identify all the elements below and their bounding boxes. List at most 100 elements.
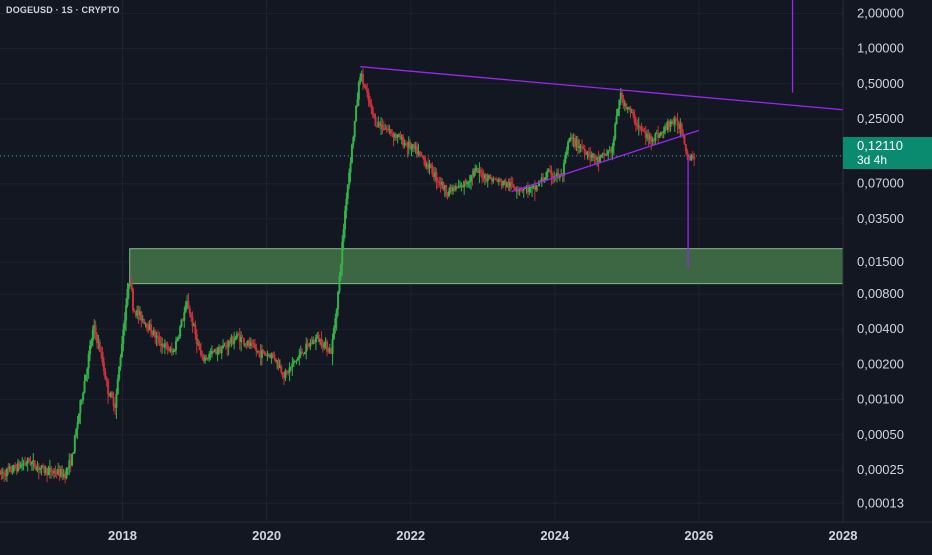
candle-body — [525, 186, 528, 188]
candle-body — [571, 137, 574, 140]
candle-body — [421, 155, 424, 158]
candle-body — [575, 139, 578, 147]
y-tick-label: 0,00400 — [857, 321, 904, 336]
candle-body — [95, 333, 98, 343]
candle-body — [479, 169, 482, 173]
candle-body — [79, 400, 82, 414]
candle-body — [398, 134, 401, 136]
candle-body — [402, 136, 405, 146]
candle-body — [593, 153, 596, 159]
candle-body — [229, 341, 232, 344]
candle-body — [684, 144, 687, 152]
candle-body — [611, 146, 614, 153]
candle-body — [355, 105, 358, 121]
candle-body — [332, 328, 335, 340]
candle-body — [478, 169, 481, 173]
candle-body — [126, 289, 129, 306]
candle-body — [472, 170, 475, 177]
candle-body — [242, 338, 245, 345]
candle-body — [306, 343, 309, 345]
candle-body — [671, 121, 674, 123]
candle-body — [431, 165, 434, 174]
candle-body — [366, 89, 369, 93]
candle-body — [55, 473, 58, 475]
candle-body — [190, 313, 193, 318]
candle-body — [41, 465, 44, 467]
candle-body — [488, 175, 491, 179]
candle-body — [119, 357, 122, 367]
candle-body — [192, 324, 195, 327]
candle-body — [222, 345, 225, 349]
candle-body — [19, 464, 22, 468]
candle-body — [287, 370, 290, 373]
candle-body — [542, 177, 545, 181]
candle-body — [676, 119, 679, 127]
candle-body — [373, 114, 376, 118]
candle-body — [461, 184, 464, 188]
support-zone — [129, 248, 844, 285]
candle-body — [442, 181, 445, 190]
candle-body — [549, 170, 552, 172]
candle-body — [364, 86, 367, 90]
candle-body — [460, 184, 463, 187]
candle-body — [320, 338, 323, 347]
candle-body — [669, 122, 672, 127]
candle-body — [240, 337, 243, 343]
candle-body — [244, 344, 247, 346]
candle-body — [159, 343, 162, 346]
last-price-tag: 0,12110 3d 4h — [843, 137, 932, 169]
candle-body — [118, 366, 121, 379]
candle-body — [281, 372, 284, 377]
candle-body — [417, 151, 420, 155]
candle-body — [148, 324, 151, 331]
candle-body — [572, 137, 575, 140]
candle-body — [263, 351, 266, 355]
candle-body — [531, 186, 534, 188]
candle-body — [144, 323, 147, 325]
symbol-title: DOGEUSD · 1S · CRYPTO — [6, 5, 120, 15]
candle-body — [506, 182, 509, 187]
candle-body — [166, 344, 169, 350]
candle-body — [399, 134, 402, 140]
candle-body — [26, 458, 29, 464]
candle-body — [123, 320, 126, 330]
candle-body — [592, 153, 595, 155]
x-tick-label: 2026 — [684, 528, 713, 543]
candle-body — [657, 132, 660, 138]
candle-body — [435, 172, 438, 181]
candle-body — [136, 309, 139, 316]
candle-body — [86, 368, 89, 375]
candle-body — [672, 121, 675, 125]
candle-body — [475, 168, 478, 170]
candle-body — [673, 118, 676, 125]
candle-body — [501, 184, 504, 186]
candle-body — [513, 186, 516, 189]
candle-body — [654, 133, 657, 141]
candle-body — [621, 93, 624, 99]
candle-body — [468, 181, 471, 183]
candle-body — [317, 334, 320, 342]
candle-body — [579, 146, 582, 148]
candle-body — [260, 350, 263, 358]
candle-body — [323, 343, 326, 348]
candle-body — [133, 310, 136, 312]
candle-body — [32, 460, 35, 462]
candle-body — [134, 311, 137, 316]
candle-body — [420, 151, 423, 156]
candle-body — [362, 73, 365, 84]
candle-body — [457, 187, 460, 189]
candle-body — [668, 121, 671, 127]
candle-body — [622, 98, 625, 106]
candle-body — [522, 188, 525, 191]
y-tick-label: 0,00200 — [857, 356, 904, 371]
candle-body — [174, 341, 177, 351]
candle-body — [413, 144, 416, 149]
candle-body — [428, 163, 431, 169]
candle-body — [36, 466, 39, 471]
x-tick-label: 2028 — [829, 528, 858, 543]
candle-body — [367, 92, 370, 101]
candle-body — [319, 338, 322, 342]
candle-body — [302, 352, 305, 355]
